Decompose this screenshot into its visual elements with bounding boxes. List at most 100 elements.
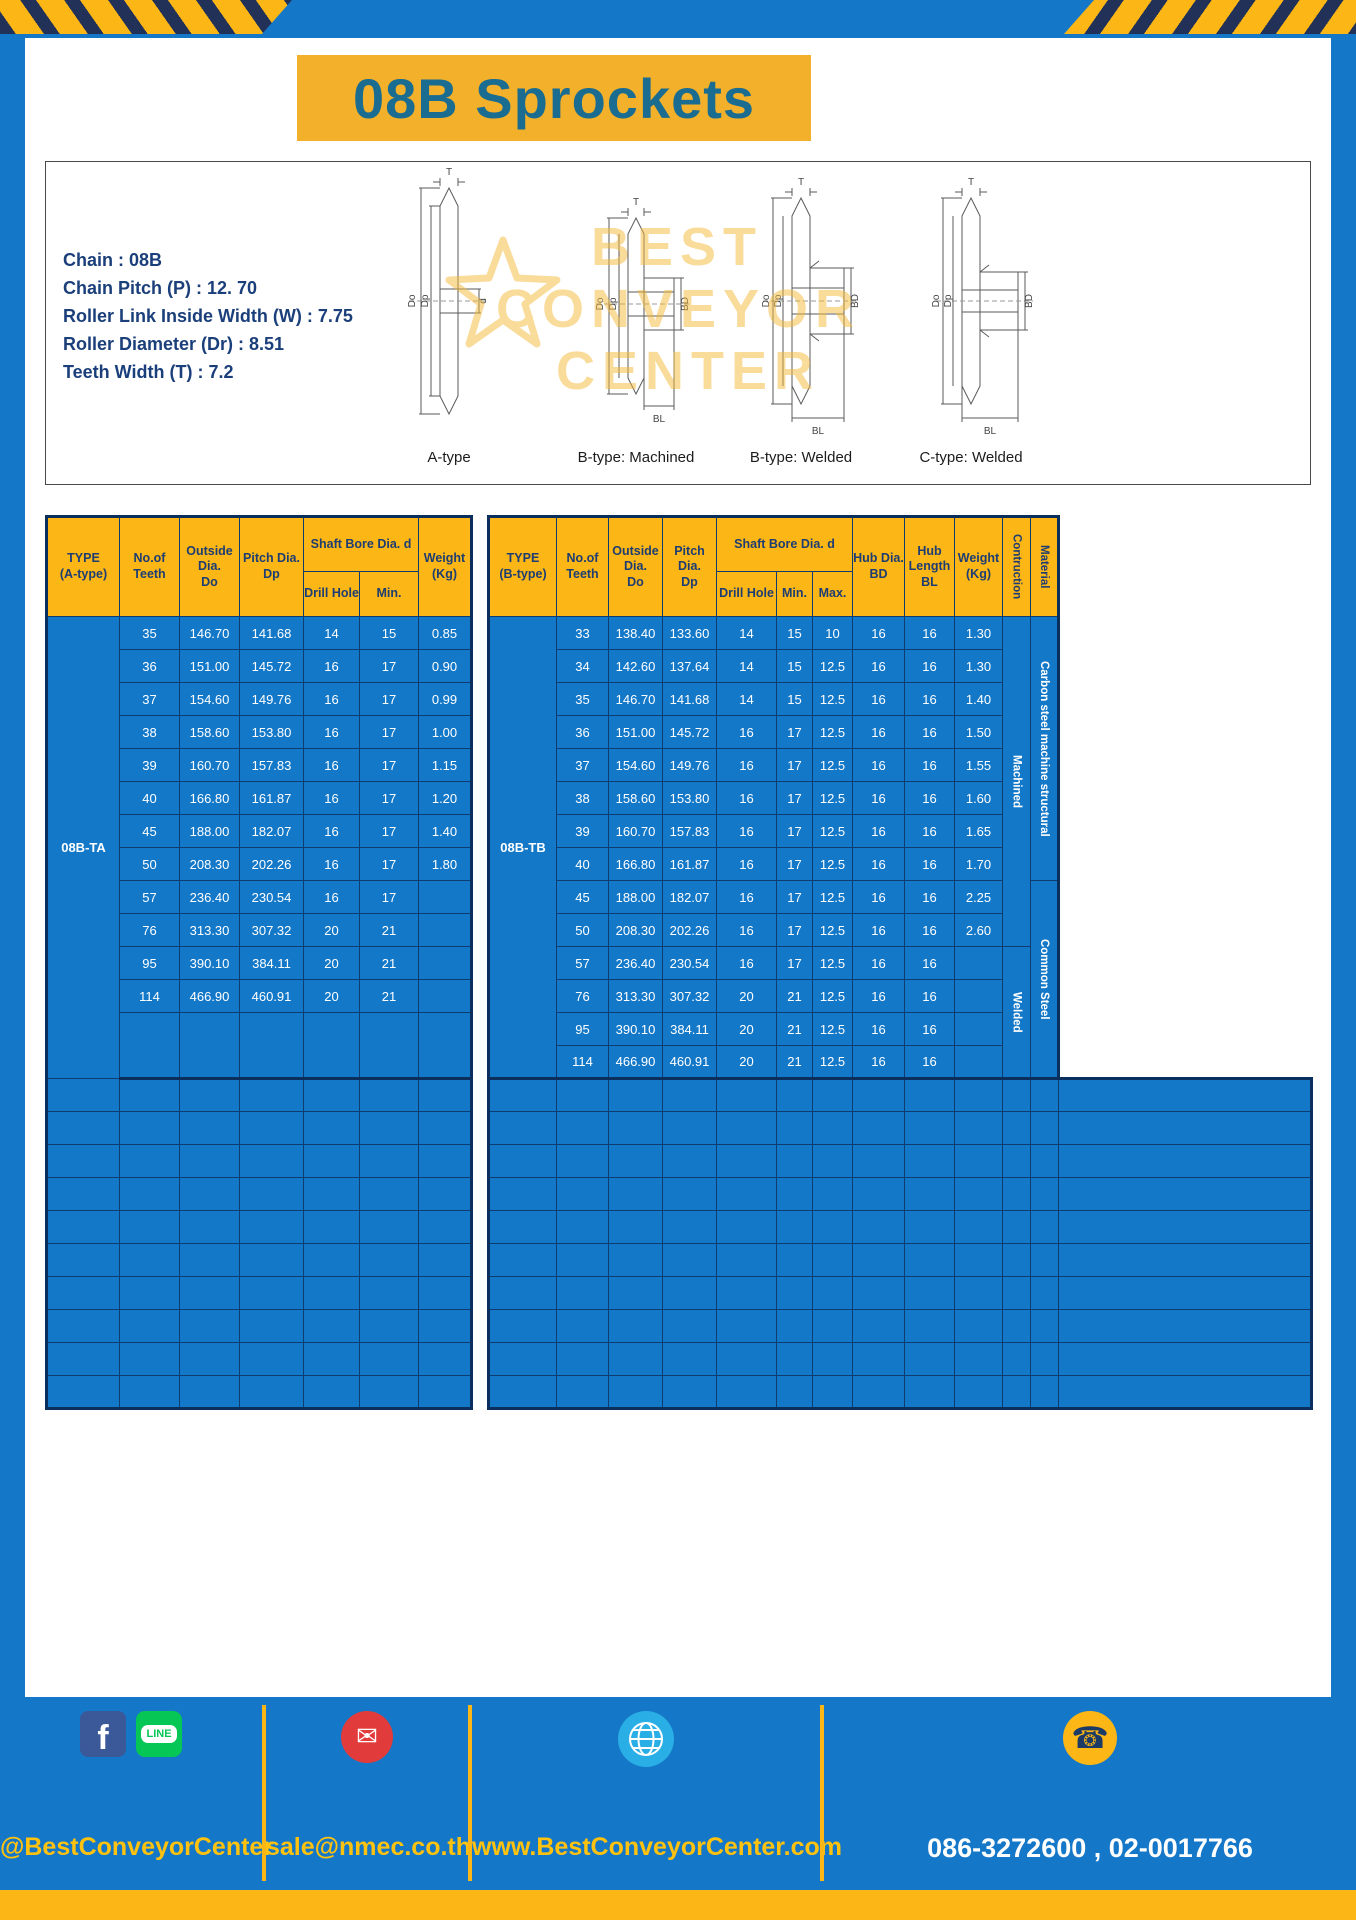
table-b-data-cell: 39 (556, 814, 609, 848)
table-a-empty-cell (359, 1243, 419, 1277)
table-b-empty-cell (812, 1111, 853, 1145)
table-b-empty-cell (662, 1210, 717, 1244)
hazard-tape-right (1064, 0, 1356, 34)
table-b-empty-cell (716, 1342, 777, 1376)
table-b-data-cell: 20 (716, 979, 777, 1013)
table-b-empty-cell (1030, 1078, 1059, 1112)
header-hub-dia: Hub Dia. BD (852, 516, 905, 617)
dim-label-bd: BD (850, 294, 861, 308)
table-a-data-cell: 0.90 (418, 649, 472, 683)
table-b-empty-cell (1058, 1078, 1312, 1112)
bottom-yellow-strip (0, 1890, 1356, 1920)
table-a-empty-cell (239, 1078, 304, 1112)
table-a-data-cell: 57 (119, 880, 180, 914)
table-b-empty-cell (1002, 1276, 1031, 1310)
table-b-empty-cell (662, 1078, 717, 1112)
table-b-data-cell: 16 (904, 913, 955, 947)
table-b-empty-cell (1030, 1342, 1059, 1376)
table-b-empty-cell (812, 1375, 853, 1409)
table-b-data-cell: 16 (852, 847, 905, 881)
table-b-empty-cell (608, 1243, 663, 1277)
table-a-data-cell: 1.40 (418, 814, 472, 848)
table-a-empty-cell (239, 1111, 304, 1145)
table-b-data-cell: 384.11 (662, 1012, 717, 1046)
table-b-data-cell: 145.72 (662, 715, 717, 749)
table-b-data-cell: 21 (776, 979, 813, 1013)
table-a-empty-cell (179, 1309, 240, 1343)
table-a-empty-cell (46, 1375, 120, 1409)
table-a-empty-cell (359, 1342, 419, 1376)
table-a-empty-cell (119, 1375, 180, 1409)
table-a-data-cell: 208.30 (179, 847, 240, 881)
phone-numbers: 086-3272600 , 02-0017766 (927, 1833, 1253, 1863)
table-b-data-cell: 161.87 (662, 847, 717, 881)
table-a-data-cell: 20 (303, 979, 360, 1013)
header-shaft-bore: Shaft Bore Dia. d (716, 516, 853, 572)
b-type-table: TYPE (B-type) No.of Teeth Outside Dia. Do Pi… (487, 515, 1060, 1080)
table-a-data-cell: 17 (359, 781, 419, 815)
table-b-empty-cell (608, 1309, 663, 1343)
table-b-data-cell: 12.5 (812, 946, 853, 980)
table-b-data-cell: 16 (852, 616, 905, 650)
table-b-data-cell: 1.60 (954, 781, 1003, 815)
table-a-data-cell: 157.83 (239, 748, 304, 782)
table-a-data-cell: 390.10 (179, 946, 240, 980)
table-b-data-cell: 12.5 (812, 847, 853, 881)
empty-grid-row (46, 1078, 472, 1112)
empty-grid-row (46, 1111, 472, 1145)
table-a-empty-cell (418, 1309, 472, 1343)
table-b-empty-cell (904, 1210, 955, 1244)
table-b-data-cell: 307.32 (662, 979, 717, 1013)
table-b-empty-cell (954, 1144, 1003, 1178)
footer-divider (262, 1705, 266, 1881)
table-b-data-cell: 17 (776, 946, 813, 980)
table-b-empty-cell (488, 1342, 557, 1376)
table-b-empty-cell (776, 1210, 813, 1244)
table-a-data-cell: 36 (119, 649, 180, 683)
table-a-empty-cell (239, 1243, 304, 1277)
table-a-data-cell: 0.99 (418, 682, 472, 716)
table-a-empty-cell (418, 1144, 472, 1178)
table-a-empty-cell (303, 1342, 360, 1376)
table-b-empty-cell (1002, 1243, 1031, 1277)
table-b-empty-cell (556, 1243, 609, 1277)
table-b-empty-cell (662, 1111, 717, 1145)
social-handle: @BestConveyorCenter (0, 1833, 274, 1861)
table-b-empty-cell (812, 1177, 853, 1211)
table-a-empty-cell (46, 1177, 120, 1211)
dim-label-bd: BD (1024, 294, 1035, 308)
empty-grid-row (488, 1210, 1312, 1244)
dim-label-dp: Dp (773, 294, 784, 307)
diagram-caption-a-type: A-type (427, 449, 470, 466)
table-b-empty-cell (608, 1276, 663, 1310)
footer-website-section: www.BestConveyorCenter.com (472, 1697, 842, 1887)
table-b-data-cell: 16 (716, 847, 777, 881)
table-b-data-cell: 1.40 (954, 682, 1003, 716)
table-b-empty-cell (1058, 1375, 1312, 1409)
table-b-data-cell: 390.10 (608, 1012, 663, 1046)
table-b-data-cell: 114 (556, 1045, 609, 1079)
table-b-data-cell: 14 (716, 682, 777, 716)
table-a-empty-cell (46, 1342, 120, 1376)
dim-label-bl: BL (984, 426, 997, 437)
table-a-empty-cell (179, 1144, 240, 1178)
table-a-empty-cell (418, 1342, 472, 1376)
table-b-data-cell: 133.60 (662, 616, 717, 650)
table-b-empty-cell (1030, 1111, 1059, 1145)
table-b-data-cell (954, 946, 1003, 980)
table-a-type-cell: 08B-TA (46, 616, 120, 1079)
table-a-empty-cell (179, 1276, 240, 1310)
table-a-empty-cell (46, 1309, 120, 1343)
table-b-data-cell: 137.64 (662, 649, 717, 683)
table-a-data-cell: 21 (359, 946, 419, 980)
table-b-empty-cell (1002, 1144, 1031, 1178)
table-a-data-cell: 15 (359, 616, 419, 650)
table-a-empty-cell (303, 1078, 360, 1112)
table-b-data-cell: 12.5 (812, 682, 853, 716)
table-a-empty-cell (303, 1144, 360, 1178)
table-b-data-cell: 45 (556, 880, 609, 914)
table-a-data-cell: 37 (119, 682, 180, 716)
table-b-empty-cell (776, 1144, 813, 1178)
table-a-data-cell: 160.70 (179, 748, 240, 782)
table-a-empty-cell (359, 1111, 419, 1145)
